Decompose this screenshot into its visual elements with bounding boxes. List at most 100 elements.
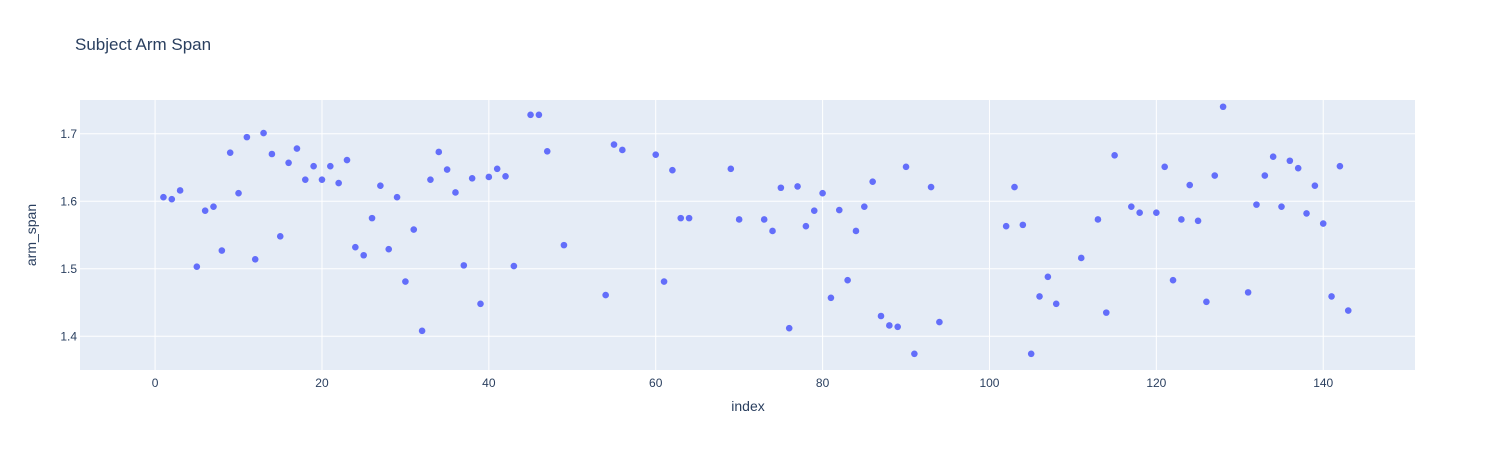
- data-point[interactable]: [1203, 298, 1210, 306]
- data-point[interactable]: [410, 226, 418, 233]
- data-point[interactable]: [894, 323, 901, 331]
- data-point[interactable]: [243, 133, 251, 141]
- data-point[interactable]: [619, 146, 626, 154]
- data-point[interactable]: [727, 165, 735, 173]
- data-point[interactable]: [1186, 181, 1194, 189]
- data-point[interactable]: [393, 193, 401, 201]
- data-point[interactable]: [1211, 172, 1219, 179]
- data-point[interactable]: [669, 166, 676, 174]
- data-point[interactable]: [418, 327, 426, 335]
- data-point[interactable]: [1319, 220, 1327, 227]
- data-point[interactable]: [276, 233, 284, 240]
- data-point[interactable]: [168, 195, 176, 203]
- data-point[interactable]: [368, 214, 376, 222]
- data-point[interactable]: [527, 111, 534, 119]
- data-point[interactable]: [268, 150, 276, 158]
- data-point[interactable]: [493, 165, 501, 173]
- data-point[interactable]: [301, 176, 309, 183]
- data-point[interactable]: [802, 222, 810, 230]
- data-point[interactable]: [260, 129, 267, 137]
- data-point[interactable]: [1278, 203, 1285, 210]
- data-point[interactable]: [485, 173, 493, 181]
- data-point[interactable]: [443, 166, 451, 173]
- data-point[interactable]: [352, 243, 359, 251]
- data-point[interactable]: [1077, 254, 1085, 262]
- data-point[interactable]: [927, 183, 935, 191]
- data-point[interactable]: [427, 176, 434, 183]
- data-point[interactable]: [293, 145, 301, 152]
- data-point[interactable]: [1336, 162, 1344, 170]
- data-point[interactable]: [1303, 210, 1310, 217]
- data-point[interactable]: [335, 179, 342, 187]
- data-point[interactable]: [318, 176, 326, 183]
- data-point[interactable]: [844, 276, 851, 284]
- data-point[interactable]: [1002, 222, 1010, 230]
- data-point[interactable]: [1136, 209, 1143, 217]
- data-point[interactable]: [735, 216, 743, 223]
- data-point[interactable]: [435, 148, 443, 156]
- data-point[interactable]: [226, 149, 234, 156]
- data-point[interactable]: [1094, 216, 1102, 223]
- data-point[interactable]: [794, 183, 801, 190]
- data-point[interactable]: [477, 300, 484, 308]
- data-point[interactable]: [160, 193, 167, 201]
- data-point[interactable]: [235, 189, 242, 197]
- data-point[interactable]: [385, 245, 393, 253]
- data-point[interactable]: [468, 175, 476, 182]
- data-point[interactable]: [1169, 276, 1177, 284]
- data-point[interactable]: [911, 350, 918, 358]
- data-point[interactable]: [1219, 103, 1227, 111]
- data-point[interactable]: [1153, 209, 1160, 217]
- data-point[interactable]: [360, 251, 367, 259]
- data-point[interactable]: [1011, 183, 1018, 191]
- data-point[interactable]: [327, 162, 334, 170]
- data-point[interactable]: [1269, 153, 1277, 160]
- data-point[interactable]: [452, 189, 459, 196]
- data-point[interactable]: [835, 206, 843, 214]
- data-point[interactable]: [861, 203, 868, 210]
- data-point[interactable]: [1178, 216, 1185, 223]
- data-point[interactable]: [1261, 172, 1269, 179]
- data-point[interactable]: [777, 184, 785, 192]
- data-point[interactable]: [760, 216, 768, 223]
- data-point[interactable]: [560, 241, 568, 249]
- data-point[interactable]: [535, 111, 543, 119]
- data-point[interactable]: [1036, 293, 1043, 300]
- data-point[interactable]: [1328, 293, 1335, 300]
- data-point[interactable]: [785, 324, 793, 332]
- data-point[interactable]: [510, 262, 518, 270]
- data-point[interactable]: [1161, 163, 1168, 171]
- data-point[interactable]: [343, 156, 351, 164]
- data-point[interactable]: [1244, 289, 1252, 296]
- data-point[interactable]: [652, 151, 660, 158]
- data-point[interactable]: [377, 182, 384, 190]
- data-point[interactable]: [176, 187, 184, 194]
- data-point[interactable]: [936, 318, 943, 326]
- data-point[interactable]: [1253, 201, 1260, 208]
- data-point[interactable]: [193, 263, 201, 271]
- data-point[interactable]: [1344, 307, 1352, 314]
- data-point[interactable]: [1286, 157, 1294, 165]
- data-point[interactable]: [1052, 300, 1060, 308]
- data-point[interactable]: [210, 203, 217, 210]
- data-point[interactable]: [1044, 273, 1052, 281]
- data-point[interactable]: [1027, 350, 1035, 358]
- data-point[interactable]: [251, 255, 259, 263]
- data-point[interactable]: [1102, 309, 1110, 316]
- data-point[interactable]: [827, 294, 835, 302]
- data-point[interactable]: [218, 247, 226, 254]
- data-point[interactable]: [201, 207, 209, 214]
- data-point[interactable]: [685, 214, 693, 222]
- data-point[interactable]: [1111, 152, 1118, 159]
- data-point[interactable]: [869, 178, 876, 185]
- data-point[interactable]: [852, 227, 860, 235]
- data-point[interactable]: [1294, 164, 1302, 172]
- data-point[interactable]: [1311, 182, 1319, 190]
- data-point[interactable]: [610, 141, 618, 148]
- data-point[interactable]: [285, 159, 292, 167]
- data-point[interactable]: [602, 291, 609, 299]
- data-point[interactable]: [810, 207, 818, 214]
- data-point[interactable]: [886, 322, 893, 329]
- data-point[interactable]: [902, 163, 910, 171]
- data-point[interactable]: [1128, 203, 1135, 210]
